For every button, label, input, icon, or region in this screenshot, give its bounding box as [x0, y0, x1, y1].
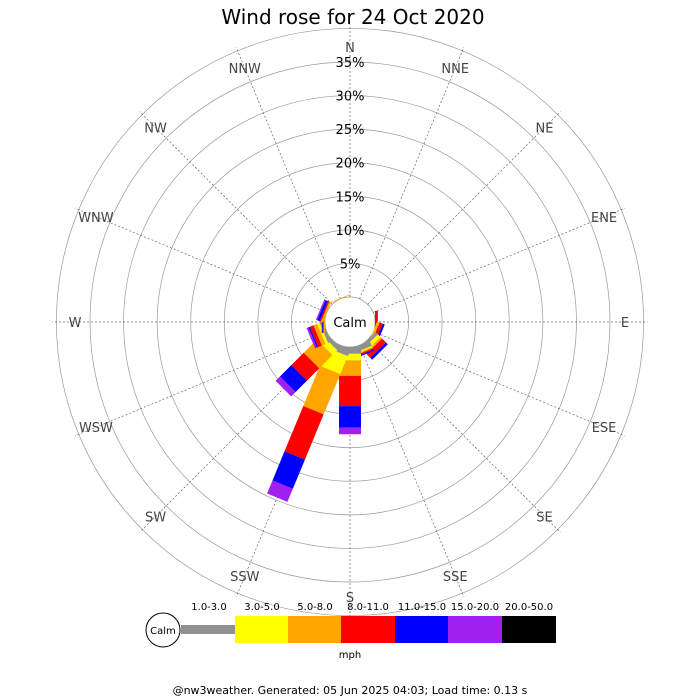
direction-label: ESE — [592, 421, 617, 436]
petal-segment-sw — [275, 376, 296, 397]
wind-petals — [267, 294, 388, 502]
petal-segment-wsw — [306, 327, 317, 349]
spoke-line — [74, 207, 328, 313]
petal-segment-wnw — [315, 299, 326, 321]
legend-swatch — [181, 625, 235, 634]
petal-segment-wnw — [317, 300, 328, 322]
petal-segment-ssw — [284, 406, 324, 460]
petal-segment-ssw — [303, 365, 341, 415]
grid-ring — [89, 61, 611, 583]
footer-text: @nw3weather. Generated: 05 Jun 2025 04:0… — [173, 684, 528, 697]
percentage-label: 30% — [336, 90, 365, 105]
spoke-line — [372, 207, 626, 313]
calm-center: Calm — [326, 298, 374, 346]
direction-label: WSW — [79, 421, 113, 436]
percentage-label: 5% — [340, 257, 361, 272]
spoke-line — [74, 331, 328, 437]
calm-label: Calm — [333, 316, 366, 331]
legend-swatch — [235, 616, 288, 643]
direction-label: W — [69, 316, 82, 331]
petal-segment-sw — [291, 352, 320, 381]
legend-label: 5.0-8.0 — [297, 602, 332, 613]
petal-segment-wsw — [309, 325, 322, 348]
direction-label: E — [621, 316, 629, 331]
direction-label: WNW — [78, 211, 114, 226]
spoke-line — [359, 344, 465, 598]
percentage-label: 10% — [336, 224, 365, 239]
spoke-line — [372, 331, 626, 437]
direction-label: ENE — [591, 211, 617, 226]
legend-swatch — [502, 616, 556, 643]
direction-label: S — [346, 591, 354, 606]
unit-label: mph — [339, 650, 361, 661]
legend-label: 3.0-5.0 — [244, 602, 279, 613]
petal-segment-nnw — [330, 294, 351, 304]
direction-label: NE — [535, 122, 553, 137]
legend-swatch — [395, 616, 448, 643]
grid-ring — [156, 128, 544, 516]
direction-labels: N NNE NE ENE E ESE SE SSE S SSW SW WSW W WNW NW NNW — [69, 41, 630, 606]
percentage-label: 15% — [336, 190, 365, 205]
spoke-line — [139, 111, 333, 305]
percentage-label: 35% — [336, 56, 365, 71]
legend-calm-label: Calm — [150, 626, 176, 637]
spoke-line — [367, 111, 561, 305]
spoke-line — [367, 339, 561, 533]
direction-label: SE — [536, 510, 552, 525]
grid-ring — [190, 162, 510, 482]
petal-segment-wsw — [313, 323, 326, 346]
petal-segment-se — [366, 338, 386, 358]
direction-label: N — [345, 41, 355, 56]
petal-segment-s — [339, 375, 361, 407]
petal-segment-s — [339, 406, 361, 428]
legend-label: 8.0-11.0 — [347, 602, 389, 613]
legend-label: 1.0-3.0 — [191, 602, 226, 613]
direction-label: SSE — [443, 570, 468, 585]
spoke-line — [235, 46, 341, 300]
legend-swatch — [448, 616, 502, 643]
petal-segment-s — [339, 360, 361, 376]
petal-segment-wnw — [319, 301, 330, 322]
petal-segment-wsw — [308, 326, 319, 348]
direction-label: SSW — [230, 570, 260, 585]
petal-segment-ssw — [267, 480, 293, 502]
petal-segment-se — [370, 342, 388, 360]
speed-legend: Calm 1.0-3.0 3.0-5.0 5.0-8.0 8.0-11.0 11.0-15… — [145, 602, 556, 648]
direction-label: NNW — [229, 62, 261, 77]
petal-segment-wnw — [320, 301, 332, 323]
percentage-labels: 5% 10% 15% 20% 25% 30% 35% — [336, 56, 365, 272]
direction-label: NNE — [441, 62, 469, 77]
legend-swatch — [288, 616, 341, 643]
petal-segment-sw — [303, 339, 333, 369]
chart-title: Wind rose for 24 Oct 2020 — [221, 5, 484, 29]
legend-calm-circle — [145, 612, 181, 648]
percentage-label: 20% — [336, 157, 365, 172]
legend-label: 11.0-15.0 — [398, 602, 446, 613]
spoke-line — [359, 46, 465, 300]
petal-segment-s — [339, 427, 361, 435]
petal-segment-sw — [279, 365, 307, 393]
legend-label: 15.0-20.0 — [451, 602, 499, 613]
direction-label: NW — [144, 122, 167, 137]
petal-segment-ssw — [272, 451, 305, 489]
petal-segment-wsw — [317, 322, 328, 344]
legend-label: 20.0-50.0 — [505, 602, 553, 613]
direction-label: SW — [145, 510, 166, 525]
legend-swatch — [341, 616, 395, 643]
percentage-label: 25% — [336, 123, 365, 138]
